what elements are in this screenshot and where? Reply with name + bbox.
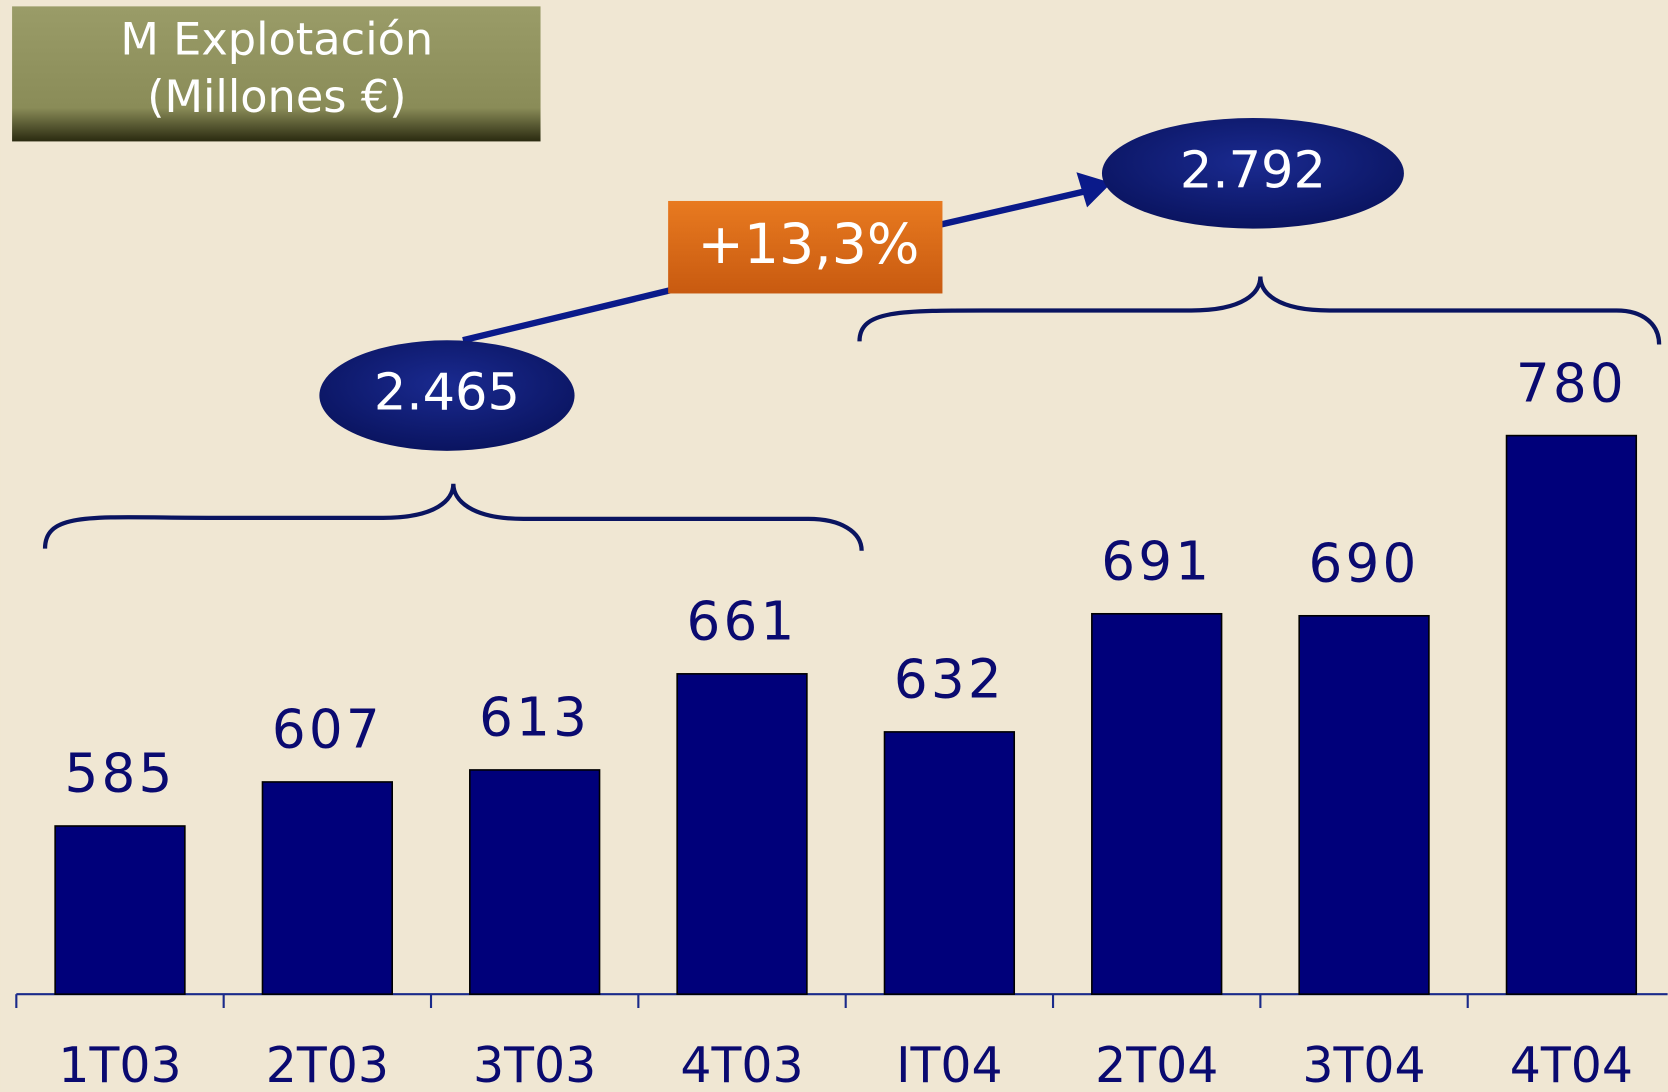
x-tick-label: 2T04 xyxy=(1095,1037,1218,1092)
value-label: 607 xyxy=(272,699,383,761)
value-label: 585 xyxy=(64,743,175,805)
brace-2004 xyxy=(857,276,1662,345)
chart-title: M Explotación xyxy=(120,14,433,66)
bar xyxy=(883,731,1016,995)
value-label: 613 xyxy=(479,687,590,749)
bar xyxy=(261,781,393,995)
arrow-line xyxy=(940,188,1086,228)
x-tick-label: 4T04 xyxy=(1510,1037,1633,1092)
title-box xyxy=(12,6,541,142)
total-ellipse xyxy=(1101,118,1404,229)
bar xyxy=(676,673,808,995)
bar xyxy=(1298,614,1430,995)
brace-2003 xyxy=(42,483,864,551)
bar xyxy=(1091,612,1223,995)
value-label: 632 xyxy=(894,649,1005,711)
x-tick-label: IT04 xyxy=(896,1037,1003,1092)
total-ellipse xyxy=(319,340,575,451)
x-tick-label: 2T03 xyxy=(266,1037,389,1092)
total-2004: 2.792 xyxy=(1180,141,1326,200)
arrow-head xyxy=(1076,172,1112,208)
value-label: 691 xyxy=(1101,531,1212,593)
growth-box xyxy=(668,200,943,294)
total-2003: 2.465 xyxy=(374,364,520,423)
growth-label: +13,3% xyxy=(698,213,920,277)
chart-subtitle: (Millones €) xyxy=(147,71,406,123)
bar xyxy=(469,769,601,995)
x-tick-label: 3T03 xyxy=(473,1037,596,1092)
x-tick-label: 4T03 xyxy=(680,1037,803,1092)
bar xyxy=(1505,434,1638,995)
x-tick-label: 1T03 xyxy=(58,1037,181,1092)
bar xyxy=(54,825,186,995)
value-label: 780 xyxy=(1516,352,1627,414)
arrow-line xyxy=(462,287,672,344)
value-label: 661 xyxy=(687,591,798,653)
x-tick-label: 3T04 xyxy=(1302,1037,1425,1092)
value-label: 690 xyxy=(1309,533,1420,595)
